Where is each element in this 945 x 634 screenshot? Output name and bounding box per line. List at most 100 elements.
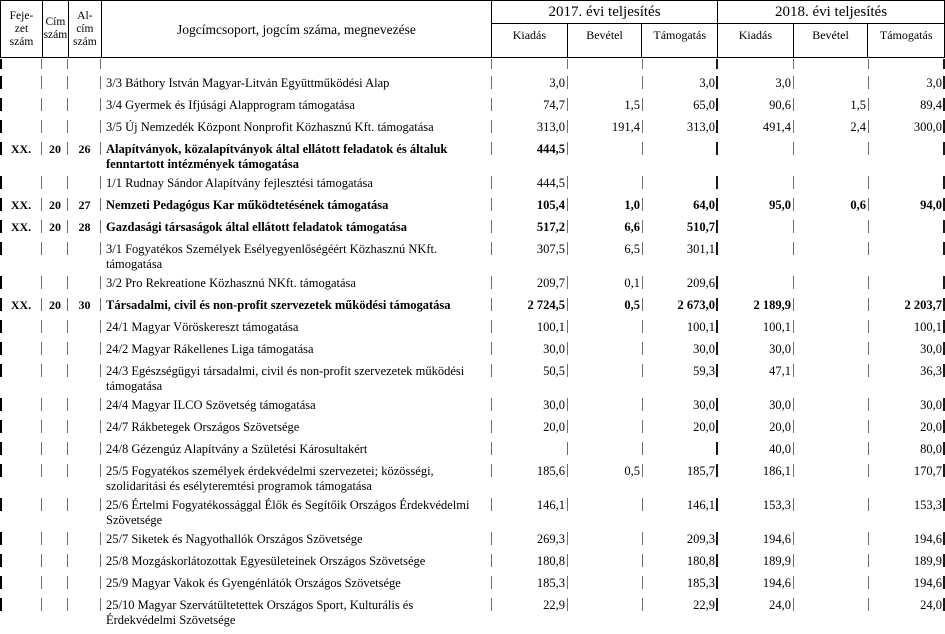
cell-2017-kiadas: 444,5 [492, 138, 568, 160]
cell-2017-tamogatas: 209,6 [643, 272, 718, 294]
cell-2017-bevetel [568, 494, 643, 516]
cell-2018-tamogatas [869, 272, 945, 294]
cell-2018-tamogatas: 24,0 [869, 594, 945, 616]
table-row: 3/1 Fogyatékos Személyek Esélyegyenlőség… [0, 238, 945, 272]
cell-2018-kiadas: 24,0 [718, 594, 794, 616]
cell-cim-szam [42, 72, 68, 94]
cell-cim-szam [42, 550, 68, 572]
cell-2017-kiadas: 105,4 [492, 194, 568, 216]
cell-2018-kiadas: 30,0 [718, 394, 794, 416]
cell-2017-bevetel: 1,5 [568, 94, 643, 116]
cell-2018-bevetel [794, 550, 869, 572]
cell-2018-bevetel [794, 172, 869, 194]
cell-alcim-szam [68, 72, 101, 94]
cell-2017-bevetel [568, 438, 643, 460]
cell-2017-bevetel: 6,5 [568, 238, 643, 260]
cell-2017-tamogatas: 510,7 [643, 216, 718, 238]
cell-2018-tamogatas: 30,0 [869, 338, 945, 360]
cell-cim-szam [42, 528, 68, 550]
cell-2017-tamogatas: 3,0 [643, 72, 718, 94]
cell-2017-kiadas: 146,1 [492, 494, 568, 516]
table-row [0, 58, 945, 72]
cell-2018-bevetel: 2,4 [794, 116, 869, 138]
cell-megnevezes: 24/7 Rákbetegek Országos Szövetsége [101, 416, 492, 438]
cell-2018-kiadas [718, 58, 794, 70]
cell-2017-bevetel [568, 572, 643, 594]
cell-2018-bevetel [794, 72, 869, 94]
header-cim-szam: Cím szám [43, 1, 69, 57]
cell-2017-tamogatas: 30,0 [643, 338, 718, 360]
header-group-2017: 2017. évi teljesítés Kiadás Bevétel Támo… [492, 1, 719, 57]
cell-2018-bevetel [794, 438, 869, 460]
cell-2017-bevetel [568, 338, 643, 360]
cell-2017-tamogatas: 22,9 [643, 594, 718, 616]
cell-fejezet-szam [0, 316, 42, 338]
cell-fejezet-szam: XX. [0, 194, 42, 216]
header-megnevezes: Jogcímcsoport, jogcím száma, megnevezése [102, 1, 493, 57]
cell-2018-bevetel [794, 338, 869, 360]
cell-2017-kiadas: 20,0 [492, 416, 568, 438]
table-row: 3/5 Új Nemzedék Központ Nonprofit Közhas… [0, 116, 945, 138]
cell-megnevezes: 25/8 Mozgáskorlátozottak Egyesületeinek … [101, 550, 492, 572]
cell-2018-tamogatas: 94,0 [869, 194, 945, 216]
table-row: XX. 20 30 Társadalmi, civil és non-profi… [0, 294, 945, 316]
cell-2018-tamogatas: 80,0 [869, 438, 945, 460]
cell-cim-szam: 20 [42, 138, 68, 160]
cell-2018-bevetel [794, 360, 869, 382]
cell-megnevezes: 24/4 Magyar ILCO Szövetség támogatása [101, 394, 492, 416]
cell-2018-bevetel [794, 460, 869, 482]
cell-2018-kiadas: 40,0 [718, 438, 794, 460]
cell-2017-tamogatas: 301,1 [643, 238, 718, 260]
cell-2018-kiadas [718, 172, 794, 194]
cell-cim-szam [42, 360, 68, 382]
cell-megnevezes: 25/9 Magyar Vakok és Gyengénlátók Ország… [101, 572, 492, 594]
cell-megnevezes: Alapítványok, közalapítványok által ellá… [101, 138, 492, 172]
cell-cim-szam: 20 [42, 216, 68, 238]
cell-alcim-szam [68, 94, 101, 116]
cell-2017-kiadas: 30,0 [492, 338, 568, 360]
cell-fejezet-szam [0, 394, 42, 416]
cell-2018-tamogatas: 170,7 [869, 460, 945, 482]
cell-2018-tamogatas: 100,1 [869, 316, 945, 338]
cell-2018-kiadas [718, 272, 794, 294]
cell-megnevezes: 24/3 Egészségügyi társadalmi, civil és n… [101, 360, 492, 394]
cell-2017-tamogatas: 185,7 [643, 460, 718, 482]
table-row: 24/8 Gézengúz Alapítvány a Születési Kár… [0, 438, 945, 460]
header-group-2018-label: 2018. évi teljesítés [718, 1, 945, 24]
cell-2017-bevetel: 191,4 [568, 116, 643, 138]
cell-2018-kiadas: 194,6 [718, 528, 794, 550]
cell-2017-tamogatas: 64,0 [643, 194, 718, 216]
cell-2018-bevetel [794, 238, 869, 260]
table-row: 1/1 Rudnay Sándor Alapítvány fejlesztési… [0, 172, 945, 194]
cell-2018-kiadas: 100,1 [718, 316, 794, 338]
cell-2017-kiadas: 313,0 [492, 116, 568, 138]
cell-2017-bevetel: 0,5 [568, 294, 643, 316]
cell-2018-bevetel [794, 572, 869, 594]
cell-2017-tamogatas: 30,0 [643, 394, 718, 416]
table-row: 25/10 Magyar Szervátültetettek Országos … [0, 594, 945, 628]
cell-2017-kiadas [492, 438, 568, 460]
cell-2018-kiadas: 153,3 [718, 494, 794, 516]
cell-2018-tamogatas: 20,0 [869, 416, 945, 438]
cell-megnevezes: 24/8 Gézengúz Alapítvány a Születési Kár… [101, 438, 492, 460]
cell-alcim-szam [68, 550, 101, 572]
cell-cim-szam: 20 [42, 294, 68, 316]
cell-fejezet-szam [0, 360, 42, 382]
cell-2017-kiadas: 307,5 [492, 238, 568, 260]
cell-fejezet-szam [0, 460, 42, 482]
table-row: 24/7 Rákbetegek Országos Szövetsége 20,0… [0, 416, 945, 438]
cell-2017-bevetel: 0,5 [568, 460, 643, 482]
cell-2018-bevetel [794, 272, 869, 294]
header-group-2017-label: 2017. évi teljesítés [492, 1, 718, 24]
cell-2018-kiadas [718, 138, 794, 160]
table-row: 25/7 Siketek és Nagyothallók Országos Sz… [0, 528, 945, 550]
table-row: 3/3 Báthory István Magyar-Litván Együttm… [0, 72, 945, 94]
cell-2018-bevetel: 0,6 [794, 194, 869, 216]
header-fejezet-szam: Feje- zet szám [1, 1, 43, 57]
cell-2017-tamogatas: 180,8 [643, 550, 718, 572]
cell-alcim-szam [68, 528, 101, 550]
cell-2018-bevetel [794, 316, 869, 338]
cell-fejezet-szam [0, 528, 42, 550]
cell-2017-bevetel [568, 394, 643, 416]
